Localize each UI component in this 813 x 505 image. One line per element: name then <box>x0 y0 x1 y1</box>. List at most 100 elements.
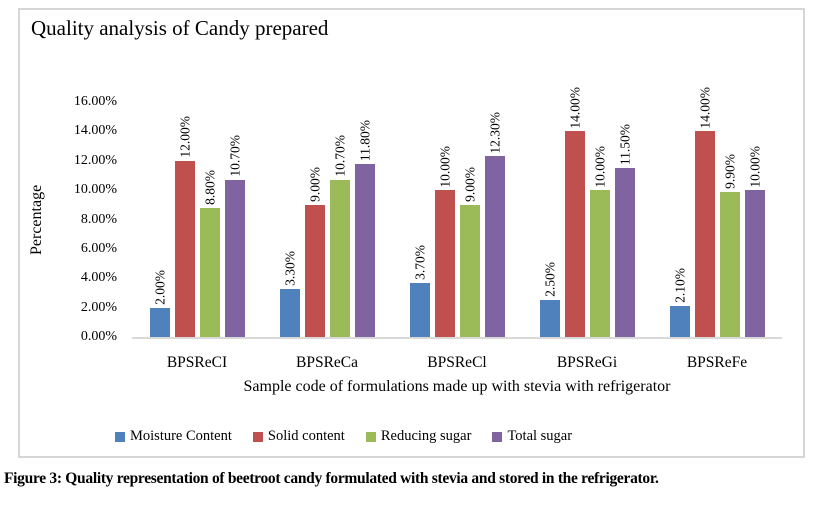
bar-solid-content: 12.00% <box>174 116 195 337</box>
y-tick-label: 8.00% <box>80 211 117 227</box>
bar <box>669 306 690 337</box>
bar-solid-content: 9.00% <box>304 167 325 337</box>
bar <box>744 190 765 337</box>
bar-value-label: 3.30% <box>281 250 297 286</box>
bar-total-sugar: 11.80% <box>354 120 375 337</box>
bar <box>354 163 375 337</box>
y-tick-label: 12.00% <box>73 152 117 168</box>
bar-value-label: 10.70% <box>226 135 242 177</box>
bar <box>329 179 350 337</box>
bar <box>174 160 195 337</box>
figure-caption: Figure 3: Quality representation of beet… <box>4 470 659 487</box>
x-category-label: BPSReGi <box>556 354 618 371</box>
bar-total-sugar: 10.70% <box>224 135 245 337</box>
x-category-label: BPSReCI <box>166 354 228 371</box>
bar <box>279 288 300 337</box>
bar-value-label: 8.80% <box>201 169 217 205</box>
bar-value-label: 12.30% <box>486 111 502 154</box>
bar-value-label: 9.90% <box>721 153 737 189</box>
y-tick-label: 14.00% <box>73 123 117 139</box>
bar-moisture-content: 2.50% <box>539 262 560 337</box>
x-category-label: BPSReFe <box>686 354 748 371</box>
bar-reducing-sugar: 9.00% <box>459 167 480 337</box>
legend: Moisture Content Solid content Reducing su… <box>115 428 572 445</box>
x-category-label: BPSReCl <box>427 354 487 371</box>
bar-solid-content: 14.00% <box>564 87 585 337</box>
bar-value-label: 9.00% <box>461 166 477 202</box>
bar-group-BPSReCa: 3.30% 9.00% 10.70% 11.80% <box>279 102 375 337</box>
y-tick-label: 10.00% <box>73 182 117 198</box>
bar <box>589 190 610 337</box>
bar-value-label: 2.10% <box>671 268 687 304</box>
legend-item-reducing-sugar: Reducing sugar <box>365 428 472 445</box>
bar-value-label: 2.00% <box>151 269 167 305</box>
bar-value-label: 10.00% <box>591 145 607 188</box>
y-tick-label: 0.00% <box>80 329 117 344</box>
bar-reducing-sugar: 10.70% <box>329 135 350 337</box>
y-tick-label: 4.00% <box>80 270 117 286</box>
bar-value-label: 12.00% <box>176 116 192 158</box>
bar-value-label: 10.70% <box>331 135 347 177</box>
bar <box>409 282 430 337</box>
legend-label: Solid content <box>267 428 345 444</box>
bar-moisture-content: 3.70% <box>409 245 430 337</box>
bar-moisture-content: 2.00% <box>149 270 170 337</box>
bar-total-sugar: 10.00% <box>744 146 765 337</box>
bar-value-label: 14.00% <box>566 86 582 129</box>
bar-value-label: 11.50% <box>616 123 632 166</box>
legend-swatch-icon <box>492 431 503 442</box>
legend-label: Reducing sugar <box>380 428 472 444</box>
x-axis-title: Sample code of formulations made up with… <box>243 378 671 395</box>
bar-total-sugar: 12.30% <box>484 112 505 337</box>
bar-reducing-sugar: 8.80% <box>199 170 220 337</box>
bar <box>149 307 170 337</box>
bar <box>564 131 585 337</box>
legend-swatch-icon <box>365 431 376 442</box>
bar <box>434 190 455 337</box>
bar-value-label: 14.00% <box>696 86 712 129</box>
y-tick-label: 2.00% <box>80 299 117 315</box>
bar-group-BPSReCI: 2.00% 12.00% 8.80% 10.70% <box>149 102 245 337</box>
y-tick-label: 16.00% <box>73 94 117 109</box>
legend-item-total-sugar: Total sugar <box>492 428 572 445</box>
legend-label: Moisture Content <box>130 428 232 444</box>
bar-solid-content: 10.00% <box>434 146 455 337</box>
bar-reducing-sugar: 10.00% <box>589 146 610 337</box>
legend-swatch-icon <box>252 431 263 442</box>
x-axis-category-labels: BPSReCI BPSReCa BPSReCl BPSReGi BPSReFe <box>132 354 782 372</box>
bar <box>224 179 245 337</box>
x-category-label: BPSReCa <box>295 354 358 371</box>
bar <box>614 168 635 337</box>
legend-label: Total sugar <box>507 428 573 444</box>
legend-item-moisture-content: Moisture Content <box>115 428 232 445</box>
y-tick-label: 6.00% <box>80 240 117 256</box>
bar <box>539 300 560 337</box>
chart-container: Quality analysis of Candy prepared Perce… <box>18 8 805 458</box>
x-axis-line <box>132 337 782 339</box>
chart-title: Quality analysis of Candy prepared <box>31 16 329 40</box>
bar <box>719 191 740 337</box>
y-axis-ticks: 0.00% 2.00% 4.00% 6.00% 8.00% 10.00% 12.00% 14.… <box>20 94 124 344</box>
legend-swatch-icon <box>115 431 125 442</box>
bar-reducing-sugar: 9.90% <box>719 154 740 337</box>
bar <box>459 204 480 337</box>
bar-value-label: 11.80% <box>356 119 372 161</box>
bar-group-BPSReGi: 2.50% 14.00% 10.00% 11.50% <box>539 87 635 337</box>
bar-total-sugar: 11.50% <box>614 124 635 337</box>
bar-value-label: 10.00% <box>436 145 452 188</box>
plot-area: 2.00% 12.00% 8.80% 10.70% 3.30% 9.00% 10.70% 11… <box>132 87 782 339</box>
bar-value-label: 10.00% <box>746 145 762 188</box>
bar-value-label: 2.50% <box>541 262 557 298</box>
bar-value-label: 9.00% <box>306 166 322 202</box>
bar-moisture-content: 2.10% <box>669 268 690 337</box>
legend-item-solid-content: Solid content <box>252 428 345 445</box>
bar <box>199 207 220 337</box>
bar-solid-content: 14.00% <box>694 87 715 337</box>
bar <box>694 131 715 337</box>
bar-group-BPSReFe: 2.10% 14.00% 9.90% 10.00% <box>669 87 765 337</box>
bar <box>304 204 325 337</box>
bar-moisture-content: 3.30% <box>279 251 300 337</box>
bar <box>484 156 505 337</box>
bar-group-BPSReCl: 3.70% 10.00% 9.00% 12.30% <box>409 102 505 337</box>
